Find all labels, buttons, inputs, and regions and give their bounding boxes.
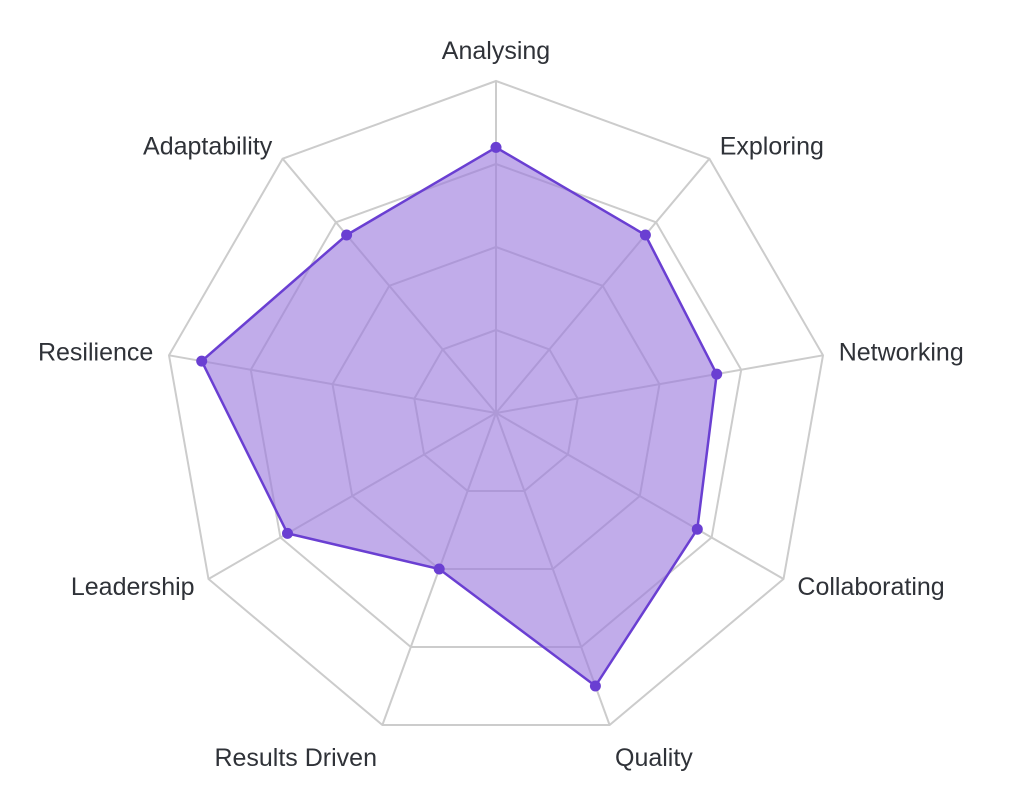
data-point-results-driven[interactable] <box>433 563 445 575</box>
data-point-resilience[interactable] <box>196 355 208 367</box>
radar-series <box>196 141 723 692</box>
axis-label-analysing: Analysing <box>442 37 550 65</box>
axis-label-collaborating: Collaborating <box>797 573 944 601</box>
series-area <box>200 145 718 688</box>
axis-label-quality: Quality <box>615 744 693 772</box>
axis-label-leadership: Leadership <box>71 573 195 601</box>
data-point-analysing[interactable] <box>490 141 502 153</box>
axis-label-adaptability: Adaptability <box>143 132 273 160</box>
data-point-networking[interactable] <box>711 368 723 380</box>
axis-label-resilience: Resilience <box>38 339 153 367</box>
grid-ring-4 <box>167 79 825 726</box>
axis-label-results-driven: Results Driven <box>214 744 377 772</box>
axis-label-exploring: Exploring <box>720 132 824 160</box>
axis-label-networking: Networking <box>839 339 964 367</box>
data-point-exploring[interactable] <box>639 229 651 241</box>
data-point-quality[interactable] <box>589 680 601 692</box>
data-point-leadership[interactable] <box>282 527 293 539</box>
axis-labels: Analysing Exploring Networking Collaboratin… <box>38 37 964 772</box>
data-point-collaborating[interactable] <box>691 523 703 535</box>
data-point-adaptability[interactable] <box>341 229 353 241</box>
